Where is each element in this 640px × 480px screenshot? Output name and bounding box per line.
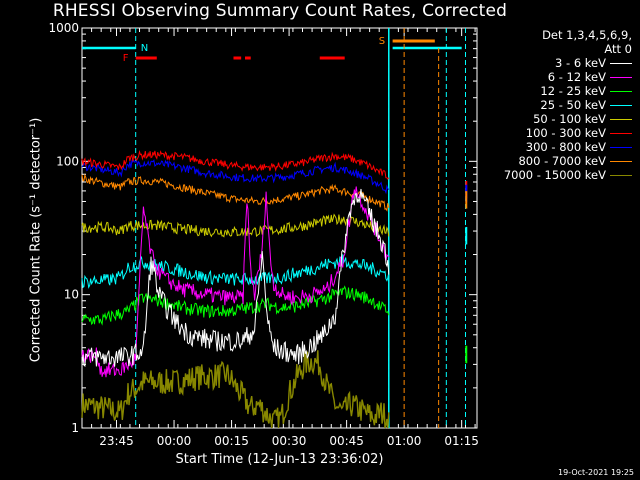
legend-swatch (610, 174, 632, 176)
series-6 (81, 159, 390, 195)
legend-item: 300 - 800 keV (504, 140, 632, 154)
plot-frame (81, 27, 478, 429)
series-0 (81, 188, 390, 368)
legend-swatch (610, 160, 632, 162)
legend-items: 3 - 6 keV 6 - 12 keV 12 - 25 keV 25 - 50 ke… (504, 56, 632, 182)
series-5 (81, 149, 390, 180)
legend-item: 12 - 25 keV (504, 84, 632, 98)
legend-swatch (610, 104, 632, 106)
legend-attenuator: Att 0 (604, 42, 632, 56)
x-tick-label-0: 23:45 (99, 434, 134, 448)
series-2 (81, 285, 390, 326)
legend-swatch (610, 132, 632, 134)
legend-label: 7000 - 15000 keV (503, 168, 606, 182)
legend-swatch (610, 76, 632, 78)
x-tick-label-4: 00:45 (329, 434, 364, 448)
chart-title: RHESSI Observing Summary Count Rates, Co… (52, 1, 508, 21)
x-tick-label-2: 00:15 (214, 434, 249, 448)
legend-item: 100 - 300 keV (504, 126, 632, 140)
legend-item: 3 - 6 keV (504, 56, 632, 70)
series-1 (81, 186, 390, 378)
series-8 (81, 350, 390, 429)
legend: Det 1,3,4,5,6,9, Att 0 3 - 6 keV 6 - 12 k… (504, 28, 632, 182)
tick-labels: 1 10 100 1000 23:45 00:00 00:15 00:30 00:45 01:00… (48, 21, 479, 448)
y-tick-label-1: 10 (64, 288, 79, 302)
plot-axes (81, 27, 478, 429)
plot-markers: F N S (82, 28, 466, 428)
legend-label: 100 - 300 keV (525, 126, 606, 140)
legend-detectors: Det 1,3,4,5,6,9, (542, 28, 632, 42)
legend-label: 300 - 800 keV (525, 140, 606, 154)
night-label: N (141, 43, 148, 54)
x-tick-label-3: 00:30 (272, 434, 307, 448)
legend-item: 800 - 7000 keV (504, 154, 632, 168)
y-tick-label-3: 1000 (48, 21, 79, 35)
legend-label: 25 - 50 keV (540, 98, 606, 112)
flare-label: F (123, 53, 129, 64)
legend-swatch (610, 146, 632, 148)
legend-label: 3 - 6 keV (555, 56, 606, 70)
legend-swatch (610, 118, 632, 120)
x-tick-label-6: 01:15 (444, 434, 479, 448)
legend-item: 50 - 100 keV (504, 112, 632, 126)
generated-timestamp: 19-Oct-2021 19:25 (558, 468, 634, 477)
series-3 (81, 254, 390, 289)
legend-swatch (610, 90, 632, 92)
series-layer (81, 149, 468, 429)
x-tick-label-1: 00:00 (157, 434, 192, 448)
legend-label: 6 - 12 keV (547, 70, 606, 84)
series-4 (81, 213, 390, 238)
legend-label: 800 - 7000 keV (518, 154, 606, 168)
legend-label: 50 - 100 keV (533, 112, 606, 126)
series-7 (81, 173, 390, 212)
legend-item: 25 - 50 keV (504, 98, 632, 112)
saa-label: S (379, 36, 385, 47)
legend-label: 12 - 25 keV (540, 84, 606, 98)
y-tick-label-0: 1 (71, 421, 79, 435)
y-tick-label-2: 100 (56, 154, 79, 168)
x-tick-label-5: 01:00 (387, 434, 422, 448)
legend-item: 7000 - 15000 keV (504, 168, 632, 182)
legend-item: 6 - 12 keV (504, 70, 632, 84)
legend-swatch (610, 62, 632, 64)
x-axis-label: Start Time (12-Jun-13 23:36:02) (175, 452, 384, 467)
y-axis-label: Corrected Count Rate (s⁻¹ detector⁻¹) (28, 117, 44, 363)
